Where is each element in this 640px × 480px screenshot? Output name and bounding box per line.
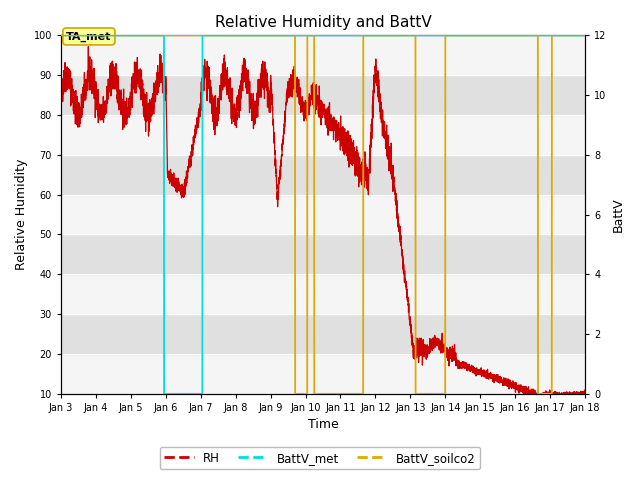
Bar [61, 155, 585, 195]
Legend: RH, BattV_met, BattV_soilco2: RH, BattV_met, BattV_soilco2 [160, 447, 480, 469]
Y-axis label: Relative Humidity: Relative Humidity [15, 159, 28, 270]
Bar [61, 195, 585, 235]
Bar [61, 314, 585, 354]
X-axis label: Time: Time [308, 419, 339, 432]
Bar [61, 235, 585, 275]
Bar [61, 275, 585, 314]
Text: TA_met: TA_met [66, 31, 111, 42]
Y-axis label: BattV: BattV [612, 197, 625, 232]
Bar [61, 75, 585, 115]
Bar [61, 115, 585, 155]
Bar [61, 36, 585, 75]
Bar [61, 354, 585, 394]
Title: Relative Humidity and BattV: Relative Humidity and BattV [214, 15, 431, 30]
